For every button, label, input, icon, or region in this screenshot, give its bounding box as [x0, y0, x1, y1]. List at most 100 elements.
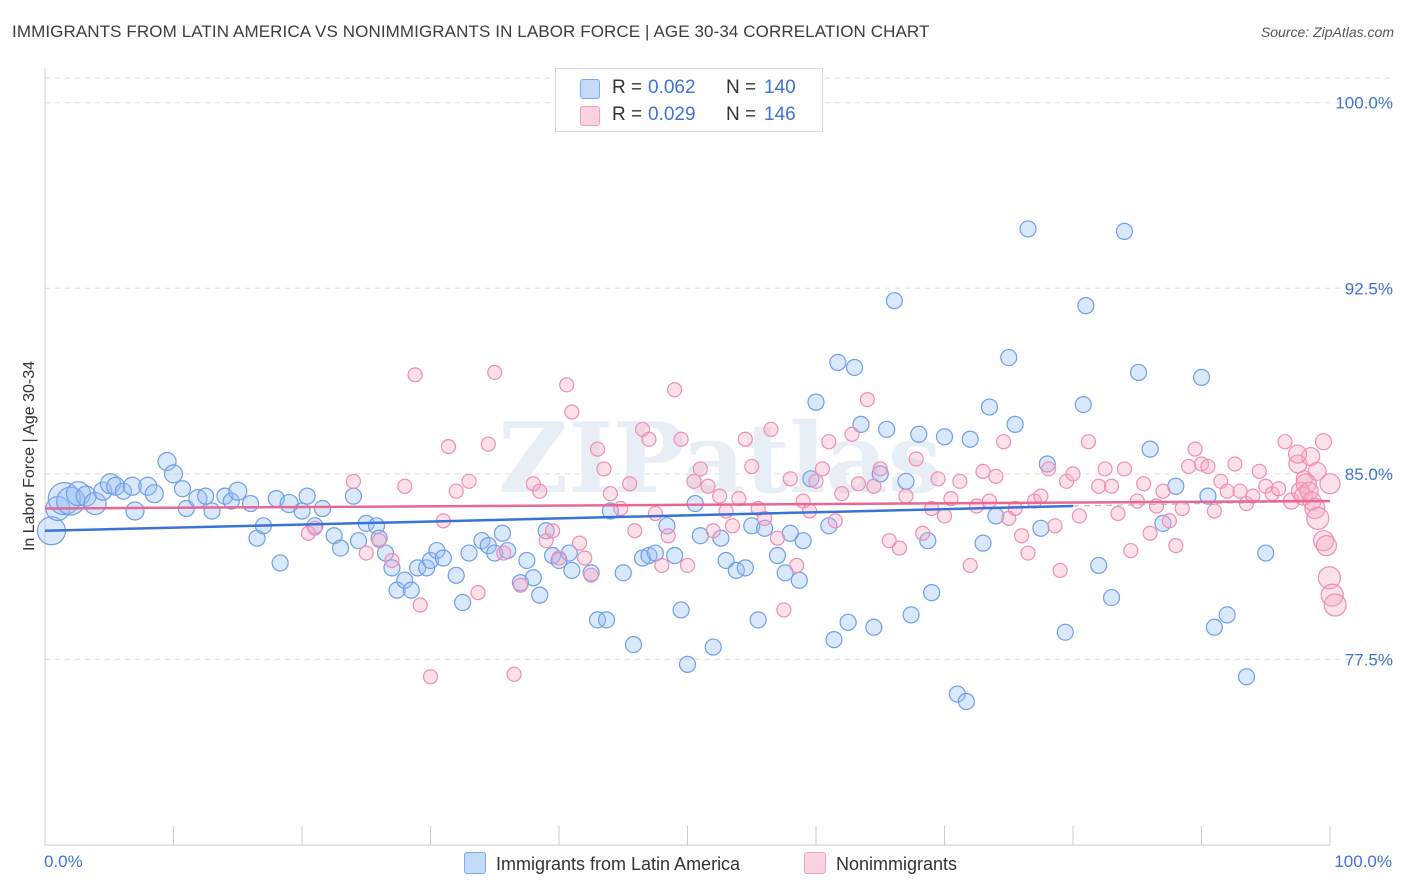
point-nonimmigrants	[1306, 506, 1330, 531]
point-immigrants	[511, 574, 530, 592]
point-nonimmigrants	[641, 431, 657, 447]
legend-r-label: R =	[612, 104, 643, 125]
point-nonimmigrants	[371, 533, 387, 549]
point-nonimmigrants	[996, 434, 1012, 450]
point-nonimmigrants	[1123, 542, 1139, 559]
point-nonimmigrants	[596, 461, 612, 477]
point-nonimmigrants	[801, 503, 818, 519]
point-nonimmigrants	[712, 488, 728, 504]
point-immigrants	[749, 611, 767, 629]
y-tick-label: 100.0%	[1335, 94, 1393, 113]
point-nonimmigrants	[1136, 476, 1152, 492]
point-immigrants	[678, 655, 697, 673]
point-immigrants	[421, 551, 440, 570]
point-immigrants	[298, 487, 316, 505]
point-nonimmigrants	[1187, 441, 1203, 457]
point-nonimmigrants	[1304, 497, 1326, 520]
point-nonimmigrants	[1168, 538, 1184, 554]
point-immigrants	[582, 564, 600, 582]
bottom-legend-label-immigrants: Immigrants from Latin America	[496, 854, 741, 874]
point-immigrants	[980, 398, 999, 416]
point-nonimmigrants	[1052, 562, 1068, 578]
point-immigrants	[344, 487, 362, 505]
point-nonimmigrants	[769, 530, 786, 546]
trend-lines	[44, 499, 1331, 533]
point-nonimmigrants	[440, 439, 457, 455]
point-immigrants	[1129, 363, 1148, 382]
point-immigrants	[331, 539, 350, 557]
point-immigrants	[560, 544, 578, 562]
point-immigrants	[125, 501, 145, 521]
point-nonimmigrants	[544, 523, 561, 539]
point-nonimmigrants	[988, 468, 1004, 484]
point-immigrants	[1115, 222, 1134, 240]
point-nonimmigrants	[647, 505, 663, 522]
point-immigrants	[807, 393, 825, 411]
point-nonimmigrants	[915, 525, 931, 541]
point-nonimmigrants	[470, 585, 486, 601]
point-nonimmigrants	[1181, 458, 1197, 475]
point-immigrants	[878, 420, 896, 438]
point-nonimmigrants	[724, 518, 741, 534]
point-immigrants	[563, 561, 581, 579]
point-immigrants	[203, 502, 221, 520]
point-immigrants	[122, 476, 142, 496]
point-nonimmigrants	[384, 552, 400, 569]
grid-lines	[45, 77, 1395, 660]
point-nonimmigrants	[673, 431, 689, 447]
point-nonimmigrants	[512, 577, 529, 593]
point-nonimmigrants	[1270, 481, 1287, 497]
legend-n-label: N =	[726, 77, 757, 98]
point-immigrants	[1038, 455, 1056, 473]
point-nonimmigrants	[1277, 434, 1293, 450]
point-nonimmigrants	[789, 557, 805, 574]
bottom-legend-label-nonimmigrants: Nonimmigrants	[836, 854, 958, 874]
point-immigrants	[144, 484, 164, 504]
legend-n-label: N =	[726, 104, 757, 125]
point-immigrants	[1019, 220, 1037, 238]
point-immigrants	[1006, 415, 1024, 433]
point-immigrants	[493, 524, 512, 542]
bottom-legend-immigrants: Immigrants from Latin America	[464, 852, 740, 875]
point-nonimmigrants	[487, 364, 503, 381]
point-immigrants	[163, 464, 184, 484]
point-nonimmigrants	[1103, 478, 1120, 494]
point-nonimmigrants	[981, 493, 998, 509]
point-nonimmigrants	[1251, 463, 1267, 479]
point-immigrants	[672, 601, 690, 619]
point-nonimmigrants	[763, 421, 779, 437]
point-nonimmigrants	[1097, 461, 1113, 477]
point-nonimmigrants	[891, 540, 908, 556]
point-nonimmigrants	[559, 377, 575, 393]
point-immigrants	[1074, 395, 1092, 414]
point-nonimmigrants	[898, 488, 914, 504]
point-nonimmigrants	[448, 483, 464, 499]
point-nonimmigrants	[551, 550, 567, 566]
point-immigrants	[524, 569, 542, 587]
point-immigrants	[349, 532, 368, 550]
point-nonimmigrants	[397, 478, 413, 494]
point-nonimmigrants	[667, 382, 683, 398]
y-tick-label: 85.0%	[1345, 465, 1393, 484]
point-immigrants	[987, 507, 1005, 525]
point-nonimmigrants	[737, 431, 753, 447]
point-nonimmigrants	[1320, 583, 1344, 607]
point-nonimmigrants	[700, 478, 716, 494]
point-immigrants	[396, 571, 414, 589]
point-immigrants	[242, 494, 260, 513]
point-immigrants	[454, 593, 472, 612]
point-nonimmigrants	[1020, 545, 1036, 561]
point-nonimmigrants	[1219, 483, 1235, 499]
point-nonimmigrants	[1227, 456, 1243, 472]
point-immigrants	[486, 544, 504, 562]
chart-title: IMMIGRANTS FROM LATIN AMERICA VS NONIMMI…	[12, 22, 930, 41]
point-nonimmigrants	[679, 557, 696, 574]
point-nonimmigrants	[1314, 433, 1333, 451]
point-nonimmigrants	[872, 461, 888, 477]
point-immigrants	[790, 571, 808, 589]
point-immigrants	[1257, 544, 1275, 562]
point-immigrants	[666, 546, 684, 565]
point-immigrants	[197, 487, 215, 505]
point-immigrants	[865, 618, 883, 636]
point-nonimmigrants	[930, 471, 946, 487]
